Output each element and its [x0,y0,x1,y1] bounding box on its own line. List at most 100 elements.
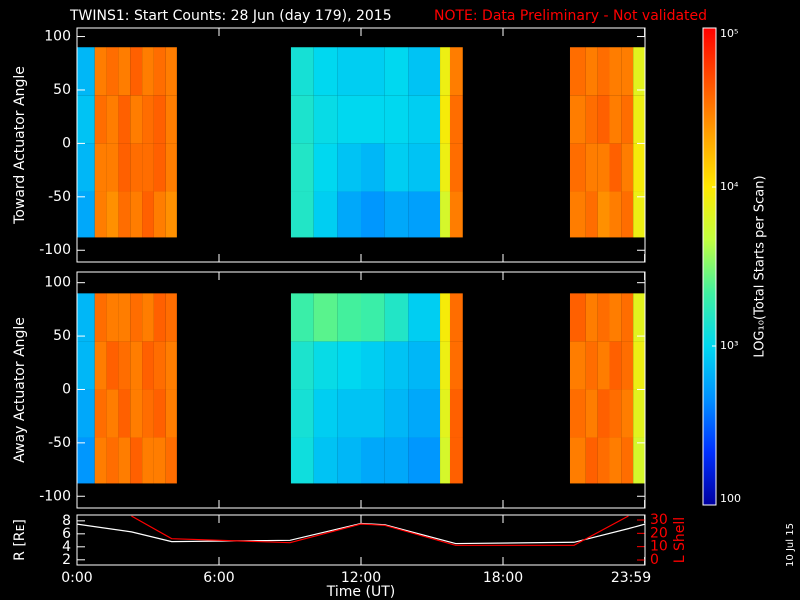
heat-cell [361,191,385,238]
heat-cell [440,437,450,484]
x-tick-label: 0:00 [61,570,92,586]
heat-cell [384,437,409,484]
heat-cell [106,95,119,144]
heat-cell [621,341,634,390]
heat-cell [165,143,177,192]
heat-cell [130,341,143,390]
x-tick-label: 18:00 [483,570,523,586]
colorbar-tick-label: 10³ [720,339,738,352]
heat-cell [569,143,586,192]
y2-tick-label: 0 [650,552,659,568]
heat-cell [597,95,610,144]
heat-cell [597,437,610,484]
heat-cell [597,293,610,342]
heat-cell [313,341,338,390]
series-line [131,515,629,546]
y-tick-label: -100 [39,488,71,504]
heat-cell [77,143,95,192]
heat-cell [449,47,463,96]
heat-cell [585,389,598,438]
heat-cell [337,47,361,96]
heat-cell [118,293,131,342]
heat-cell [118,341,131,390]
heat-cell [290,389,314,438]
y-tick-label: 6 [62,526,71,542]
heat-cell [609,389,622,438]
y-tick-label: -100 [39,242,71,258]
heat-cell [597,341,610,390]
heat-cell [165,95,177,144]
heat-cell [106,389,119,438]
heat-cell [94,341,107,390]
heat-cell [384,47,409,96]
heat-cell [585,437,598,484]
y-tick-label: 2 [62,552,71,568]
y-tick-label: 50 [53,82,71,98]
colorbar-label: LOG₁₀(Total Starts per Scan) [753,175,768,357]
heat-cell [449,95,463,144]
plot-frame [76,271,646,509]
heat-cell [153,293,166,342]
y-tick-label: 100 [44,29,71,45]
heat-cell [106,143,119,192]
heat-cell [130,95,143,144]
heat-cell [633,437,645,484]
heat-cell [165,191,177,238]
heat-cell [408,143,441,192]
heat-cell [609,437,622,484]
heat-cell [106,191,119,238]
heat-cell [609,143,622,192]
heat-cell [313,95,338,144]
heat-cell [130,47,143,96]
heat-cell [142,143,154,192]
heat-cell [440,95,450,144]
heat-cell [313,389,338,438]
heat-cell [569,47,586,96]
heat-cell [361,293,385,342]
heat-cell [94,191,107,238]
heat-cell [290,341,314,390]
heat-cell [94,143,107,192]
y-tick-label: 100 [44,275,71,291]
y-tick-label: 0 [62,381,71,397]
heat-cell [569,389,586,438]
heat-cell [142,293,154,342]
heat-cell [337,437,361,484]
heat-cell [440,341,450,390]
heat-cell [569,341,586,390]
heat-cell [597,47,610,96]
heat-cell [337,293,361,342]
heat-cell [313,191,338,238]
heat-cell [621,293,634,342]
heat-cell [609,293,622,342]
heat-cell [408,95,441,144]
heat-cell [313,143,338,192]
y-tick-label: 50 [53,328,71,344]
x-axis-label: Time (UT) [326,584,395,600]
heat-cell [165,341,177,390]
heat-cell [142,95,154,144]
heat-cell [118,95,131,144]
heat-cell [142,341,154,390]
heat-cell [585,143,598,192]
heat-cell [633,389,645,438]
heat-cell [384,293,409,342]
heat-cell [337,341,361,390]
heat-cell [130,191,143,238]
heat-cell [106,293,119,342]
heat-cell [585,293,598,342]
heat-cell [633,95,645,144]
heat-cell [106,47,119,96]
heat-cell [621,143,634,192]
date-stamp: 10 Jul 15 [785,523,796,567]
heat-cell [337,389,361,438]
heat-cell [290,95,314,144]
heat-cell [153,341,166,390]
heat-cell [130,437,143,484]
heat-cell [77,47,95,96]
colorbar [702,27,717,506]
heat-cell [633,191,645,238]
heat-cell [106,341,119,390]
heat-cell [585,95,598,144]
heat-cell [165,389,177,438]
